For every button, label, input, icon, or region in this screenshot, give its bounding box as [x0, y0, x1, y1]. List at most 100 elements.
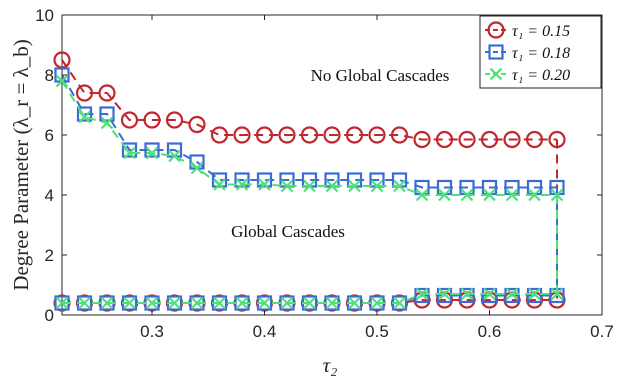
series-lower-point — [145, 296, 159, 310]
series-lower-point — [550, 287, 564, 301]
series-layer — [53, 51, 566, 312]
series-upper-point — [348, 179, 361, 193]
y-tick-label: 4 — [45, 186, 54, 205]
series-upper-point — [325, 179, 339, 193]
legend-label: τ₁ = 0.15 — [512, 23, 570, 40]
series-upper-point — [120, 111, 139, 129]
series-lower-point — [258, 296, 271, 310]
legend-box — [479, 15, 602, 89]
series-upper-point — [390, 126, 409, 144]
series-upper-point — [256, 172, 273, 188]
series-upper-point — [278, 126, 296, 144]
series-lower-point — [78, 296, 91, 310]
series-upper-point — [345, 126, 364, 144]
y-tick-label: 0 — [45, 306, 54, 325]
series-upper-point — [143, 111, 161, 129]
legend: τ₁ = 0.15 τ₁ = 0.18 τ₁ = 0.20 — [479, 15, 602, 89]
series-lower-point — [438, 287, 451, 301]
series-upper-point — [458, 130, 476, 149]
series-upper-point — [234, 172, 250, 188]
x-tick-label: 0.6 — [478, 322, 502, 341]
series-upper-point — [121, 142, 138, 158]
series-upper-point — [368, 126, 386, 144]
series-lower-point — [459, 287, 475, 304]
series-upper-point — [480, 130, 499, 149]
series-lower-point — [123, 296, 136, 310]
series-upper-point — [78, 110, 91, 124]
ticks-layer: 0.3 0.4 0.5 0.6 0.7 0 2 4 6 8 10 — [35, 6, 614, 341]
series-lower-point — [526, 287, 543, 304]
y-tick-label: 6 — [45, 126, 54, 145]
series-upper-point — [280, 179, 294, 193]
series-upper-point — [548, 130, 566, 149]
series-upper-point — [190, 161, 204, 175]
series-upper-point — [528, 188, 541, 202]
series-upper-point — [438, 188, 451, 202]
series-upper-point — [210, 126, 229, 144]
series-lower-point — [481, 287, 498, 304]
series-upper-point — [503, 130, 521, 149]
series-lower-point — [190, 296, 204, 310]
legend-label: τ₁ = 0.18 — [512, 45, 570, 62]
series-lower-point — [325, 296, 339, 310]
series-lower-point — [303, 296, 316, 310]
y-tick-label: 8 — [45, 66, 54, 85]
legend-marker — [488, 44, 504, 60]
series-upper-point — [144, 142, 160, 158]
series-upper-point — [233, 126, 251, 144]
legend-entry: τ₁ = 0.15 — [485, 21, 570, 40]
series-upper-point — [370, 179, 384, 193]
series-upper-point — [415, 188, 429, 202]
series-upper-point — [393, 179, 406, 193]
series-upper-point — [323, 126, 341, 144]
series-upper-point — [255, 126, 274, 144]
legend-entry: τ₁ = 0.20 — [485, 67, 570, 84]
series-lower-point — [168, 296, 181, 310]
series-upper-point — [460, 188, 474, 202]
y-tick-label: 10 — [35, 6, 54, 25]
y-axis-title: Degree Parameter (λ_r = λ_b) — [9, 39, 33, 290]
x-axis-title: τ₂ — [323, 353, 338, 377]
series-upper-point — [300, 126, 319, 144]
series-lower-point — [415, 287, 429, 301]
series-upper-point — [75, 84, 94, 102]
series-upper-point — [123, 146, 136, 160]
series-upper-point — [235, 178, 249, 191]
series-upper-point — [100, 116, 114, 130]
series-lower-point — [414, 287, 430, 304]
annotation-global-cascades: Global Cascades — [231, 222, 345, 241]
series-lower-point — [348, 296, 361, 310]
series-upper-point — [550, 188, 564, 202]
legend-marker — [487, 21, 505, 39]
series-lower-point — [436, 287, 453, 304]
series-upper-point — [483, 188, 496, 202]
series-lower-point — [504, 287, 520, 304]
series-upper-point — [98, 84, 116, 102]
series-upper-point — [168, 149, 181, 163]
series-upper-point — [55, 74, 69, 88]
legend-label: τ₁ = 0.20 — [512, 67, 570, 84]
legend-entry: τ₁ = 0.18 — [485, 44, 570, 62]
legend-marker — [489, 67, 503, 81]
series-upper-point — [76, 106, 93, 122]
x-tick-label: 0.7 — [590, 322, 614, 341]
series-upper-point — [211, 172, 228, 188]
series-lower-point — [505, 287, 519, 301]
series-upper-point — [525, 130, 544, 149]
series-lower-point — [213, 296, 226, 310]
series-upper-point — [99, 106, 115, 122]
series-upper-point — [165, 111, 184, 129]
series-lower-point — [483, 287, 496, 301]
series-lower-point — [460, 287, 474, 301]
x-tick-label: 0.5 — [365, 322, 389, 341]
series-lower-point — [280, 296, 294, 310]
series-lower-point — [55, 296, 69, 310]
series-upper-point — [435, 130, 454, 149]
series-upper-point — [303, 179, 316, 193]
series-upper-point — [213, 178, 226, 191]
series-upper-point — [188, 115, 206, 134]
series-3 — [55, 74, 564, 310]
series-lower-point — [370, 296, 384, 310]
series-lower-point — [100, 296, 114, 310]
